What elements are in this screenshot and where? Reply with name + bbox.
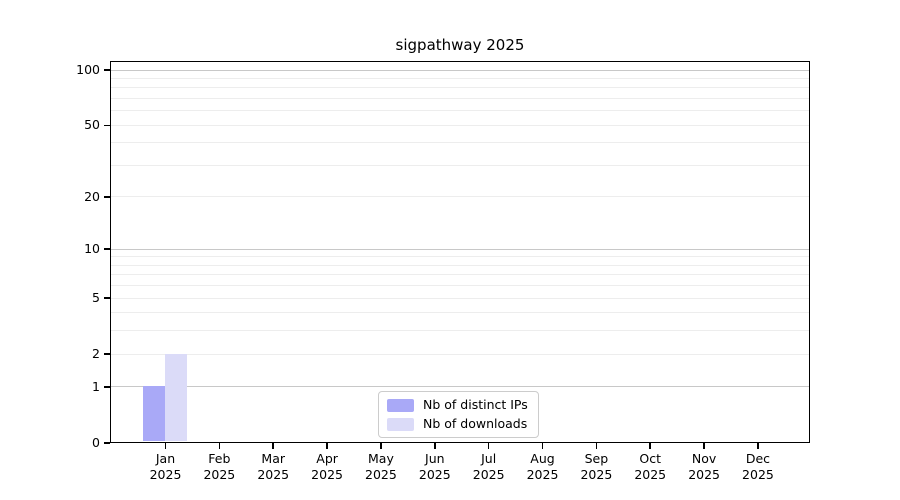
x-tick-mark xyxy=(272,443,274,449)
gridline-minor xyxy=(111,264,809,266)
x-tick-mark xyxy=(541,443,544,449)
legend-entry: Nb of distinct IPs xyxy=(387,397,528,413)
gridline-major xyxy=(111,69,809,71)
gridline-minor xyxy=(111,142,809,144)
x-tick-mark xyxy=(218,443,221,449)
x-axis-tick-label: Aug 2025 xyxy=(526,451,559,482)
y-tick-mark xyxy=(104,69,110,71)
gridline-minor xyxy=(111,274,809,276)
plot-area xyxy=(110,61,810,443)
legend-swatch xyxy=(387,417,414,431)
bar-nb-of-distinct-ips xyxy=(143,386,165,441)
bar-nb-of-downloads xyxy=(165,353,187,441)
gridline-minor xyxy=(111,110,809,112)
y-axis-tick-label: 1 xyxy=(92,378,100,394)
y-tick-mark xyxy=(104,124,110,127)
x-axis-tick-label: Mar 2025 xyxy=(257,451,290,482)
y-axis-tick-label: 0 xyxy=(92,435,100,450)
gridline-minor xyxy=(111,98,809,100)
gridline-minor xyxy=(111,312,809,314)
y-axis-tick-label: 20 xyxy=(84,188,100,204)
y-tick-mark xyxy=(104,297,110,299)
legend-label: Nb of downloads xyxy=(423,416,528,431)
y-tick-mark xyxy=(104,353,110,355)
chart-title: sigpathway 2025 xyxy=(395,36,525,54)
legend-swatch xyxy=(387,398,414,412)
gridline-minor xyxy=(111,256,809,258)
x-axis-tick-label: Feb 2025 xyxy=(203,451,236,482)
gridline-minor xyxy=(111,285,809,287)
gridline-minor xyxy=(111,353,809,355)
x-axis-tick-label: Apr 2025 xyxy=(311,451,343,482)
y-tick-mark xyxy=(104,442,110,444)
x-axis-tick-label: Jul 2025 xyxy=(472,451,505,482)
x-tick-mark xyxy=(703,443,705,449)
legend: Nb of distinct IPs Nb of downloads xyxy=(378,391,539,438)
y-axis-tick-label: 5 xyxy=(92,290,100,306)
y-axis-tick-label: 10 xyxy=(84,241,100,257)
y-tick-mark xyxy=(104,386,110,388)
gridline-minor xyxy=(111,297,809,299)
y-axis-tick-label: 2 xyxy=(92,346,100,362)
x-axis-tick-label: May 2025 xyxy=(365,451,397,482)
x-tick-mark xyxy=(649,443,651,449)
x-tick-mark xyxy=(757,443,759,449)
x-tick-mark xyxy=(164,443,167,449)
legend-label: Nb of distinct IPs xyxy=(423,397,528,412)
x-axis-tick-label: Oct 2025 xyxy=(634,451,667,482)
x-axis-tick-label: Dec 2025 xyxy=(742,451,774,482)
y-tick-mark xyxy=(104,196,110,198)
y-tick-mark xyxy=(104,248,110,250)
gridline-major xyxy=(111,248,809,250)
x-axis-tick-label: Nov 2025 xyxy=(688,451,720,482)
gridline-minor xyxy=(111,330,809,332)
x-tick-mark xyxy=(487,443,490,449)
legend-entry: Nb of downloads xyxy=(387,416,528,432)
y-axis-tick-label: 100 xyxy=(76,62,100,78)
x-axis-tick-label: Sep 2025 xyxy=(580,451,613,482)
x-axis-tick-label: Jan 2025 xyxy=(149,451,182,482)
x-tick-mark xyxy=(326,443,328,449)
x-tick-mark xyxy=(380,443,382,449)
gridline-minor xyxy=(111,124,809,126)
gridline-minor xyxy=(111,77,809,79)
gridline-major xyxy=(111,386,809,388)
gridline-minor xyxy=(111,196,809,198)
gridline-minor xyxy=(111,87,809,89)
gridline-minor xyxy=(111,165,809,166)
y-axis-tick-label: 50 xyxy=(84,117,100,133)
x-tick-mark xyxy=(434,443,436,449)
x-axis-tick-label: Jun 2025 xyxy=(418,451,451,482)
x-tick-mark xyxy=(595,443,598,449)
